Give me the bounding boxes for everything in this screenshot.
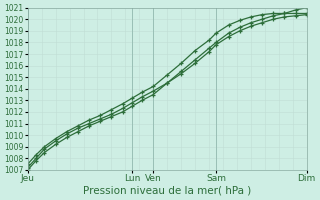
X-axis label: Pression niveau de la mer( hPa ): Pression niveau de la mer( hPa ) (83, 186, 251, 196)
